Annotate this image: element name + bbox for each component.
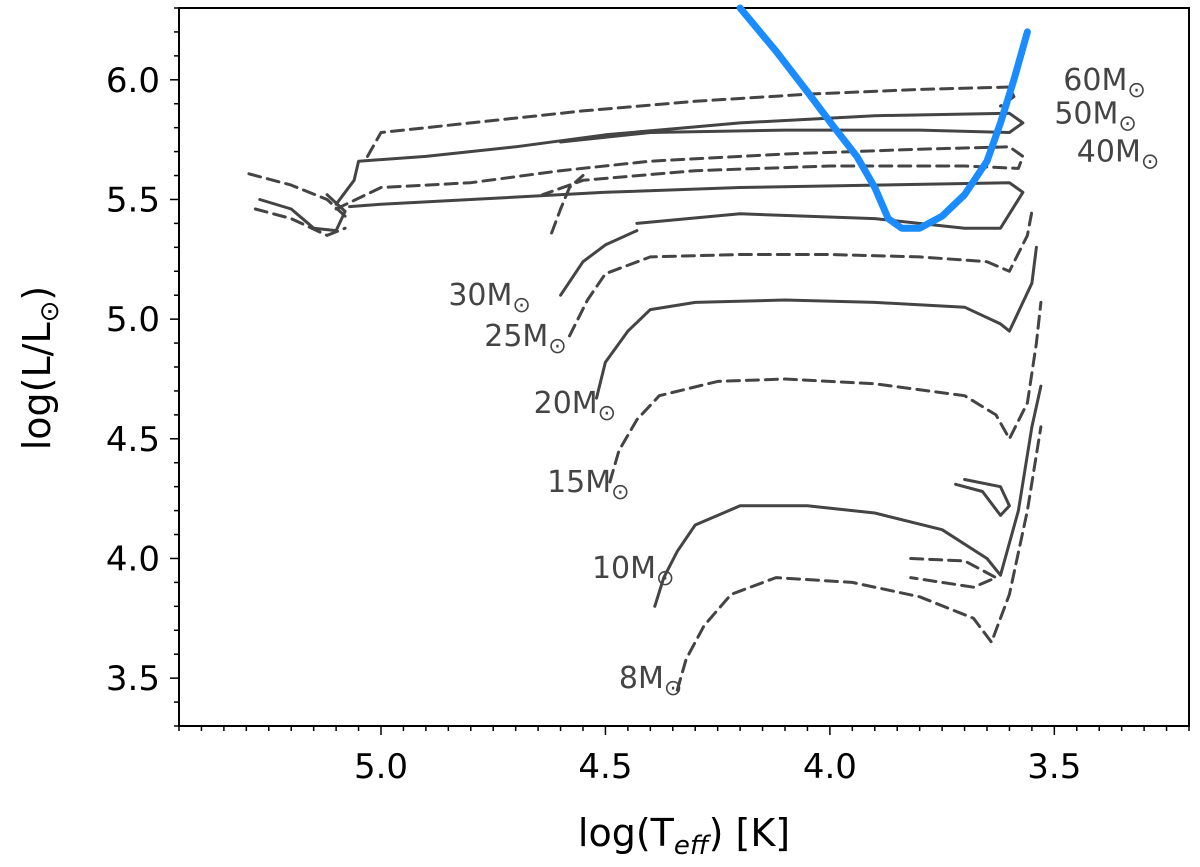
- mass-label-15M: 15M⊙: [547, 465, 630, 505]
- track-10M-solid: [954, 478, 1011, 517]
- mass-label-10M: 10M⊙: [592, 551, 675, 591]
- y-tick-label: 3.5: [106, 659, 160, 699]
- y-axis-label: log(L/L⊙): [15, 286, 65, 451]
- x-tick-label: 3.5: [1027, 747, 1081, 787]
- mass-label-30M: 30M⊙: [448, 278, 531, 318]
- mass-label-25M: 25M⊙: [484, 319, 567, 359]
- mass-labels: 60M⊙50M⊙40M⊙ 30M⊙25M⊙ 20M⊙ 15M⊙ 10M⊙ 8M⊙: [448, 63, 1159, 701]
- y-axis-label-sun-symbol: ⊙: [35, 301, 65, 323]
- x-tick-label: 4.0: [803, 747, 857, 787]
- track-50M-solid: [334, 111, 1025, 206]
- boundary-curve: [736, 4, 1031, 232]
- y-tick-label: 4.5: [106, 420, 160, 460]
- track-50M-solid: [258, 193, 347, 233]
- evolutionary-tracks: [244, 85, 1043, 692]
- mass-label-60M: 60M⊙: [1063, 63, 1146, 103]
- x-axis-label-subscript: eff: [674, 831, 712, 861]
- mass-label-8M: 8M⊙: [619, 661, 682, 701]
- track-40M-dashed: [253, 207, 347, 237]
- track-30M-solid: [559, 229, 639, 297]
- y-axis-label-suffix: ): [15, 286, 59, 301]
- x-tick-label: 5.0: [354, 747, 408, 787]
- y-tick-label: 5.0: [106, 300, 160, 340]
- x-axis-ticks: 5.0 4.5 4.0 3.5: [178, 726, 1190, 787]
- plot-area-frame: [178, 7, 1190, 727]
- track-10M-solid: [653, 384, 1043, 608]
- track-15M-dashed: [608, 300, 1043, 484]
- x-axis-label: log(Teff) [K]: [578, 811, 790, 861]
- mass-label-50M: 50M⊙: [1054, 96, 1137, 136]
- y-axis-ticks: 3.5 4.0 4.5 5.0 5.5 6.0: [106, 7, 179, 727]
- y-tick-label: 4.0: [106, 539, 160, 579]
- boundary-curve-layer: [736, 4, 1031, 232]
- track-30M-solid: [348, 181, 1025, 230]
- track-40M-dashed: [334, 145, 1025, 211]
- y-tick-label: 6.0: [106, 61, 160, 101]
- track-8M-dashed: [675, 425, 1043, 692]
- track-25M-dashed: [550, 174, 585, 235]
- track-8M-dashed: [909, 557, 998, 589]
- x-tick-label: 4.5: [578, 747, 632, 787]
- y-tick-label: 5.5: [106, 180, 160, 220]
- track-60M-dashed: [366, 85, 1016, 158]
- x-axis-label-suffix: ) [K]: [709, 811, 790, 855]
- track-25M-dashed: [568, 209, 1034, 338]
- track-20M-solid: [595, 245, 1038, 400]
- mass-label-40M: 40M⊙: [1077, 135, 1160, 175]
- mass-label-20M: 20M⊙: [534, 386, 617, 426]
